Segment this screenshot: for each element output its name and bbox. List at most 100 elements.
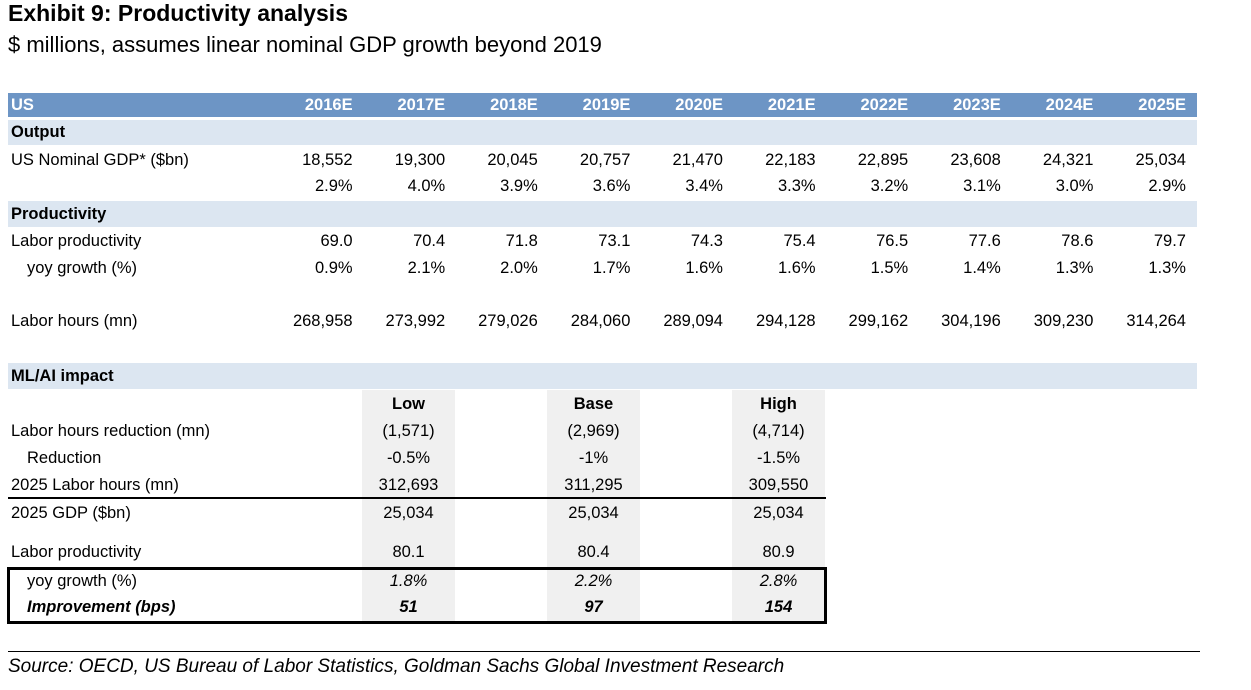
table-cell: 3.6% — [592, 176, 631, 195]
table-cell: 69.0 — [320, 231, 353, 250]
low-column-shade — [362, 390, 455, 622]
table-cell: 78.6 — [1061, 231, 1094, 250]
table-cell: 3.4% — [685, 176, 723, 195]
row-label: Productivity — [11, 204, 107, 223]
table-header: US 2016E 2017E 2018E 2019E 2020E 2021E 2022E 202… — [8, 93, 1197, 117]
row-label: yoy growth (%) — [27, 571, 138, 590]
table-cell: 73.1 — [598, 231, 631, 250]
row-label: Labor productivity — [11, 231, 142, 250]
table-cell: 284,060 — [570, 312, 631, 330]
table-cell: 75.4 — [783, 231, 816, 250]
row-label: US — [11, 95, 34, 114]
table-cell: 2.9% — [314, 176, 353, 195]
scenario-row: Labor hours reduction (mn) (1,571) (2,969)… — [8, 418, 828, 444]
table-cell: 20,045 — [487, 150, 538, 169]
table-cell: 1.6% — [685, 258, 723, 277]
exhibit-title: Exhibit 9: Productivity analysis — [8, 0, 348, 26]
scenario-cell: 311,295 — [564, 475, 623, 494]
row-label: 2025 Labor hours (mn) — [11, 475, 179, 494]
scenario-cell: 25,034 — [753, 503, 804, 522]
table-row: Labor hours (mn) 268,958 273,992 279,026 284… — [8, 308, 1197, 335]
year-header: 2022E — [860, 95, 909, 114]
scenario-cell: (1,571) — [382, 421, 435, 440]
table-cell: 294,128 — [755, 312, 816, 330]
scenario-row: Improvement (bps) 51 97 154 — [8, 594, 828, 620]
table-cell: 1.3% — [1055, 258, 1094, 277]
scenario-header: Low Base High — [8, 391, 828, 417]
table-cell: 18,552 — [302, 150, 353, 169]
table-cell: 289,094 — [663, 312, 723, 330]
table-cell: 2.0% — [500, 258, 538, 277]
table-cell: 314,264 — [1126, 312, 1186, 330]
table-cell: 20,757 — [579, 150, 631, 169]
table-cell: 3.0% — [1055, 176, 1094, 195]
scenario-cell: 1.8% — [389, 571, 428, 590]
scenario-cell: 2.2% — [574, 571, 613, 590]
year-header: 2023E — [953, 95, 1001, 114]
scenario-row: Labor productivity 80.1 80.4 80.9 — [8, 539, 828, 565]
row-label: Reduction — [27, 448, 102, 467]
table-cell: 1.4% — [963, 258, 1001, 277]
table-cell: 19,300 — [394, 150, 446, 169]
table-cell: 24,321 — [1042, 150, 1094, 169]
year-header: 2025E — [1138, 95, 1186, 114]
table-cell: 22,183 — [765, 150, 816, 169]
table-cell: 79.7 — [1153, 231, 1186, 250]
row-label: Output — [11, 123, 66, 141]
row-label: 2025 GDP ($bn) — [11, 503, 131, 522]
table-cell: 25,034 — [1135, 150, 1186, 169]
year-header: 2020E — [675, 95, 723, 114]
table-cell: 1.3% — [1148, 258, 1186, 277]
table-cell: 1.7% — [592, 258, 631, 277]
section-header: Output — [8, 120, 1197, 145]
table-cell: 3.9% — [500, 176, 538, 195]
table-cell: 74.3 — [690, 231, 723, 250]
scenario-row: 2025 GDP ($bn) 25,034 25,034 25,034 — [8, 500, 828, 526]
scenario-cell: 312,693 — [378, 475, 439, 494]
scenario-row: yoy growth (%) 1.8% 2.2% 2.8% — [8, 568, 828, 594]
source-divider — [8, 651, 1200, 652]
year-header: 2019E — [582, 95, 631, 114]
table-cell: 3.3% — [777, 176, 816, 195]
table-cell: 2.1% — [407, 258, 446, 277]
table-cell: 22,895 — [857, 150, 909, 169]
table-cell: 304,196 — [941, 312, 1001, 330]
table-cell: 299,162 — [848, 312, 909, 330]
table-cell: 70.4 — [413, 231, 446, 250]
scenario-cell: -1.5% — [756, 448, 801, 467]
row-label: Labor hours (mn) — [11, 312, 138, 330]
row-label: yoy growth (%) — [27, 258, 138, 277]
table-row: Labor productivity 69.0 70.4 71.8 73.1 74.3 75… — [8, 228, 1197, 254]
row-label: Labor productivity — [11, 542, 142, 561]
scenario-cell: -1% — [578, 448, 609, 467]
row-label: ML/AI impact — [11, 366, 114, 385]
base-column-shade — [547, 390, 640, 622]
scenario-row: 2025 Labor hours (mn) 312,693 311,295 309,5… — [8, 472, 828, 498]
divider-line — [8, 497, 826, 499]
table-cell: 1.5% — [870, 258, 909, 277]
scenario-cell: (2,969) — [567, 421, 620, 440]
scenario-cell: (4,714) — [752, 421, 805, 440]
table-cell: 273,992 — [385, 312, 446, 330]
table-cell: 4.0% — [407, 176, 446, 195]
table-cell: 76.5 — [876, 231, 909, 250]
year-header: 2024E — [1045, 95, 1094, 114]
scenario-header-low: Low — [392, 394, 425, 413]
table-cell: 3.1% — [963, 176, 1001, 195]
scenario-cell: 97 — [584, 597, 603, 616]
scenario-cell: 25,034 — [383, 503, 434, 522]
table-cell: 2.9% — [1148, 176, 1186, 195]
scenario-row: Reduction -0.5% -1% -1.5% — [8, 445, 828, 471]
table-cell: 0.9% — [314, 258, 353, 277]
table-cell: 309,230 — [1033, 312, 1094, 330]
scenario-cell: 25,034 — [568, 503, 619, 522]
year-header: 2017E — [397, 95, 446, 114]
table-cell: 71.8 — [505, 231, 538, 250]
year-header: 2016E — [304, 95, 353, 114]
year-header: 2021E — [767, 95, 816, 114]
exhibit-subtitle: $ millions, assumes linear nominal GDP g… — [8, 32, 602, 57]
table-row: yoy growth (%) 0.9% 2.1% 2.0% 1.7% 1.6% 1.6% 1.… — [8, 255, 1197, 281]
scenario-cell: -0.5% — [386, 448, 431, 467]
table-cell: 21,470 — [672, 150, 723, 169]
scenario-cell: 309,550 — [748, 475, 809, 494]
